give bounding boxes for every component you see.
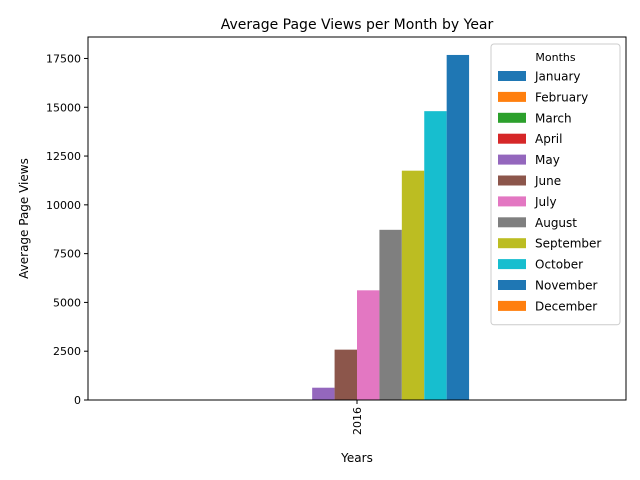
- legend-label-april: April: [535, 132, 562, 146]
- x-axis-label: Years: [340, 451, 373, 465]
- legend-label-july: July: [534, 195, 557, 209]
- legend-label-january: January: [534, 70, 581, 84]
- y-tick-label: 17500: [46, 52, 81, 65]
- y-axis: 0 2500 5000 7500 10000 12500 15000 17500: [46, 52, 88, 407]
- x-axis: 2016: [351, 400, 364, 435]
- legend-swatch-march: [498, 112, 526, 123]
- legend-label-november: November: [535, 279, 597, 293]
- legend-swatch-july: [498, 196, 526, 207]
- bar-may: [312, 387, 335, 400]
- legend-swatch-april: [498, 133, 526, 144]
- bar-november: [446, 54, 470, 401]
- legend-swatch-june: [498, 175, 526, 186]
- y-axis-label: Average Page Views: [17, 158, 31, 279]
- y-tick-label: 7500: [53, 248, 81, 261]
- legend-label-december: December: [535, 299, 597, 313]
- y-tick-label: 15000: [46, 101, 81, 114]
- legend-title: Months: [535, 51, 575, 64]
- legend-swatch-december: [498, 300, 526, 311]
- legend-label-may: May: [535, 153, 560, 167]
- bar-august: [379, 229, 402, 400]
- x-tick-label: 2016: [351, 407, 364, 435]
- legend-label-october: October: [535, 258, 583, 272]
- legend-swatch-january: [498, 71, 526, 81]
- legend-label-march: March: [535, 111, 572, 125]
- y-tick-label: 10000: [46, 199, 81, 212]
- legend-swatch-november: [498, 280, 526, 290]
- y-tick-label: 12500: [46, 150, 81, 163]
- plot-frame: [87, 36, 627, 401]
- legend-swatch-september: [498, 238, 526, 249]
- legend: Months January February March April May June Ju…: [490, 43, 621, 326]
- legend-swatch-february: [498, 91, 526, 102]
- legend-swatch-august: [498, 217, 526, 228]
- legend-label-august: August: [535, 216, 577, 230]
- legend-label-february: February: [535, 90, 588, 104]
- bar-june: [334, 349, 357, 400]
- bar-october: [424, 111, 447, 401]
- y-tick-label: 5000: [53, 296, 81, 309]
- legend-label-june: June: [534, 174, 561, 188]
- legend-swatch-may: [498, 154, 526, 165]
- bar-september: [401, 170, 425, 400]
- y-tick-label: 0: [74, 394, 81, 407]
- chart-title: Average Page Views per Month by Year: [221, 17, 494, 33]
- bar-july: [357, 290, 380, 400]
- y-tick-label: 2500: [53, 345, 81, 358]
- bars-group: [312, 54, 470, 401]
- legend-swatch-october: [498, 259, 526, 270]
- legend-label-september: September: [535, 237, 601, 251]
